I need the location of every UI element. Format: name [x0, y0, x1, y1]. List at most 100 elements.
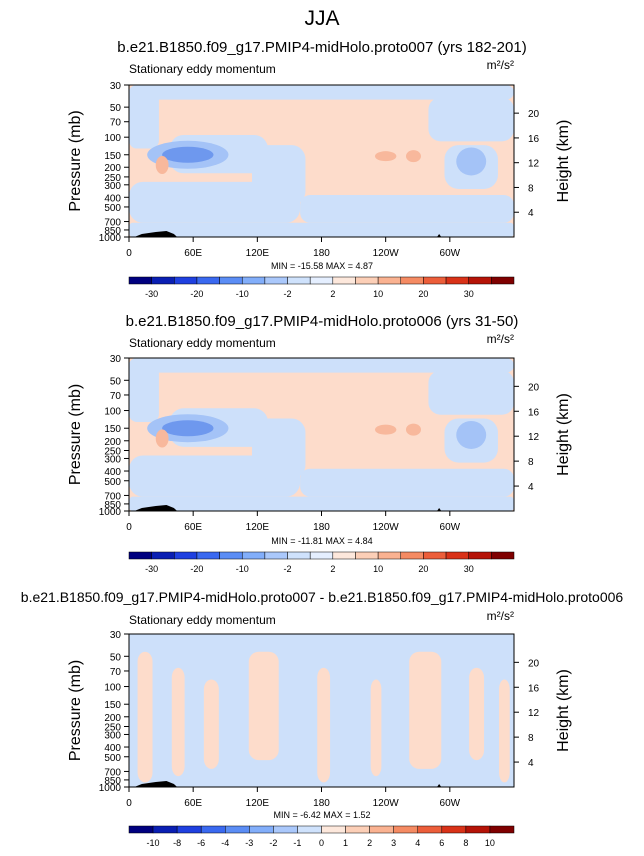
y-tick-label: 150 [104, 700, 121, 711]
y-axis-label-right: Height (km) [555, 120, 572, 203]
colorbar-label: -6 [197, 838, 205, 848]
colorbar-box [249, 825, 274, 834]
y-tick-label: 500 [104, 203, 121, 214]
chart-panel-1: b.e21.B1850.f09_g17.PMIP4-midHolo.proto0… [67, 39, 572, 299]
right-tick-label: 16 [528, 683, 540, 694]
terrain-andes [437, 784, 442, 787]
y-tick-label: 200 [104, 163, 121, 174]
x-tick-label: 0 [126, 798, 132, 809]
chart-panel-2: b.e21.B1850.f09_g17.PMIP4-midHolo.proto0… [67, 313, 572, 574]
colorbar-box [176, 825, 202, 834]
neg-region-central [251, 145, 306, 206]
right-tick-label: 8 [528, 457, 534, 468]
y-tick-label: 200 [104, 437, 121, 448]
right-tick-label: 20 [528, 658, 540, 669]
colorbar-label: -10 [236, 564, 249, 574]
chart-panel-3: b.e21.B1850.f09_g17.PMIP4-midHolo.proto0… [21, 589, 624, 848]
min-max-text: MIN = -15.58 MAX = 4.87 [271, 261, 373, 271]
y-axis-label: Pressure (mb) [67, 110, 84, 211]
colorbar-box [241, 551, 266, 560]
neg-band-surface [129, 222, 514, 237]
neg-core-east [456, 147, 487, 176]
colorbar-box [355, 551, 379, 560]
x-tick-label: 120W [373, 248, 400, 259]
right-tick-label: 12 [528, 432, 540, 443]
pos-core-west [155, 429, 169, 448]
y-tick-label: 100 [104, 133, 121, 144]
y-tick-label: 100 [104, 407, 121, 418]
colorbar-label: 8 [463, 838, 468, 848]
units-label: m²/s² [487, 609, 514, 623]
y-tick-label: 250 [104, 173, 121, 184]
x-tick-label: 60E [184, 248, 202, 259]
x-tick-label: 120E [246, 522, 270, 533]
colorbar-label: -2 [269, 838, 277, 848]
x-tick-label: 60W [440, 248, 461, 259]
pos-core-west [155, 156, 169, 175]
y-tick-label: 50 [110, 652, 122, 663]
colorbar-box [196, 551, 220, 560]
right-tick-label: 4 [528, 482, 534, 493]
colorbar-box [369, 825, 394, 834]
colorbar-label: 10 [373, 564, 383, 574]
neg-core-inner [162, 420, 214, 437]
diff-pos-region [137, 651, 153, 783]
pos-core-central [374, 424, 397, 435]
diff-pos-region [203, 679, 219, 769]
min-max-text: MIN = -6.42 MAX = 1.52 [273, 810, 370, 820]
y-tick-label: 150 [104, 151, 121, 162]
y-tick-label: 400 [104, 743, 121, 754]
colorbar-box [309, 276, 334, 285]
diff-pos-region [370, 679, 382, 777]
colorbar-box [264, 276, 288, 285]
colorbar-box [128, 276, 152, 285]
colorbar-box [400, 276, 424, 285]
colorbar-label: -2 [284, 564, 292, 574]
colorbar-box [200, 825, 226, 834]
colorbar-box [491, 276, 515, 285]
y-tick-label: 500 [104, 477, 121, 488]
panel-subtitle: Stationary eddy momentum [129, 62, 276, 76]
x-tick-label: 180 [313, 798, 330, 809]
colorbar-box [225, 825, 250, 834]
colorbar-box [377, 276, 402, 285]
y-tick-label: 1000 [99, 233, 122, 244]
colorbar-label: -2 [284, 289, 292, 299]
colorbar-box [219, 276, 243, 285]
y-tick-label: 400 [104, 193, 121, 204]
panel-subtitle: Stationary eddy momentum [129, 613, 276, 627]
colorbar-box [417, 825, 443, 834]
colorbar-label: 10 [373, 289, 383, 299]
y-tick-label: 150 [104, 424, 121, 435]
colorbar-box [128, 551, 152, 560]
colorbar-label: -20 [190, 289, 203, 299]
y-tick-label: 300 [104, 454, 121, 465]
colorbar-box [423, 551, 447, 560]
colorbar-box [219, 551, 243, 560]
y-tick-label: 300 [104, 730, 121, 741]
right-tick-label: 12 [528, 159, 540, 170]
right-tick-label: 20 [528, 382, 540, 393]
y-tick-label: 400 [104, 467, 121, 478]
colorbar-label: -10 [236, 289, 249, 299]
y-tick-label: 30 [110, 630, 122, 641]
y-tick-label: 850 [104, 500, 121, 511]
contour-field [129, 634, 514, 787]
colorbar-box [128, 825, 154, 834]
right-tick-label: 4 [528, 208, 534, 219]
neg-region-upper-east [428, 97, 514, 142]
terrain-andes [437, 234, 442, 237]
diff-pos-region [317, 667, 331, 783]
diff-pos-region [171, 667, 185, 777]
x-tick-label: 60E [184, 522, 202, 533]
colorbar-box [491, 551, 515, 560]
x-tick-label: 60W [440, 798, 461, 809]
neg-region-upper-east [428, 370, 514, 415]
x-tick-label: 60E [184, 798, 202, 809]
colorbar-box [400, 551, 424, 560]
y-tick-label: 250 [104, 723, 121, 734]
x-tick-label: 0 [126, 248, 132, 259]
y-tick-label: 1000 [99, 783, 122, 794]
colorbar-label: 6 [439, 838, 444, 848]
colorbar-label: -3 [245, 838, 253, 848]
